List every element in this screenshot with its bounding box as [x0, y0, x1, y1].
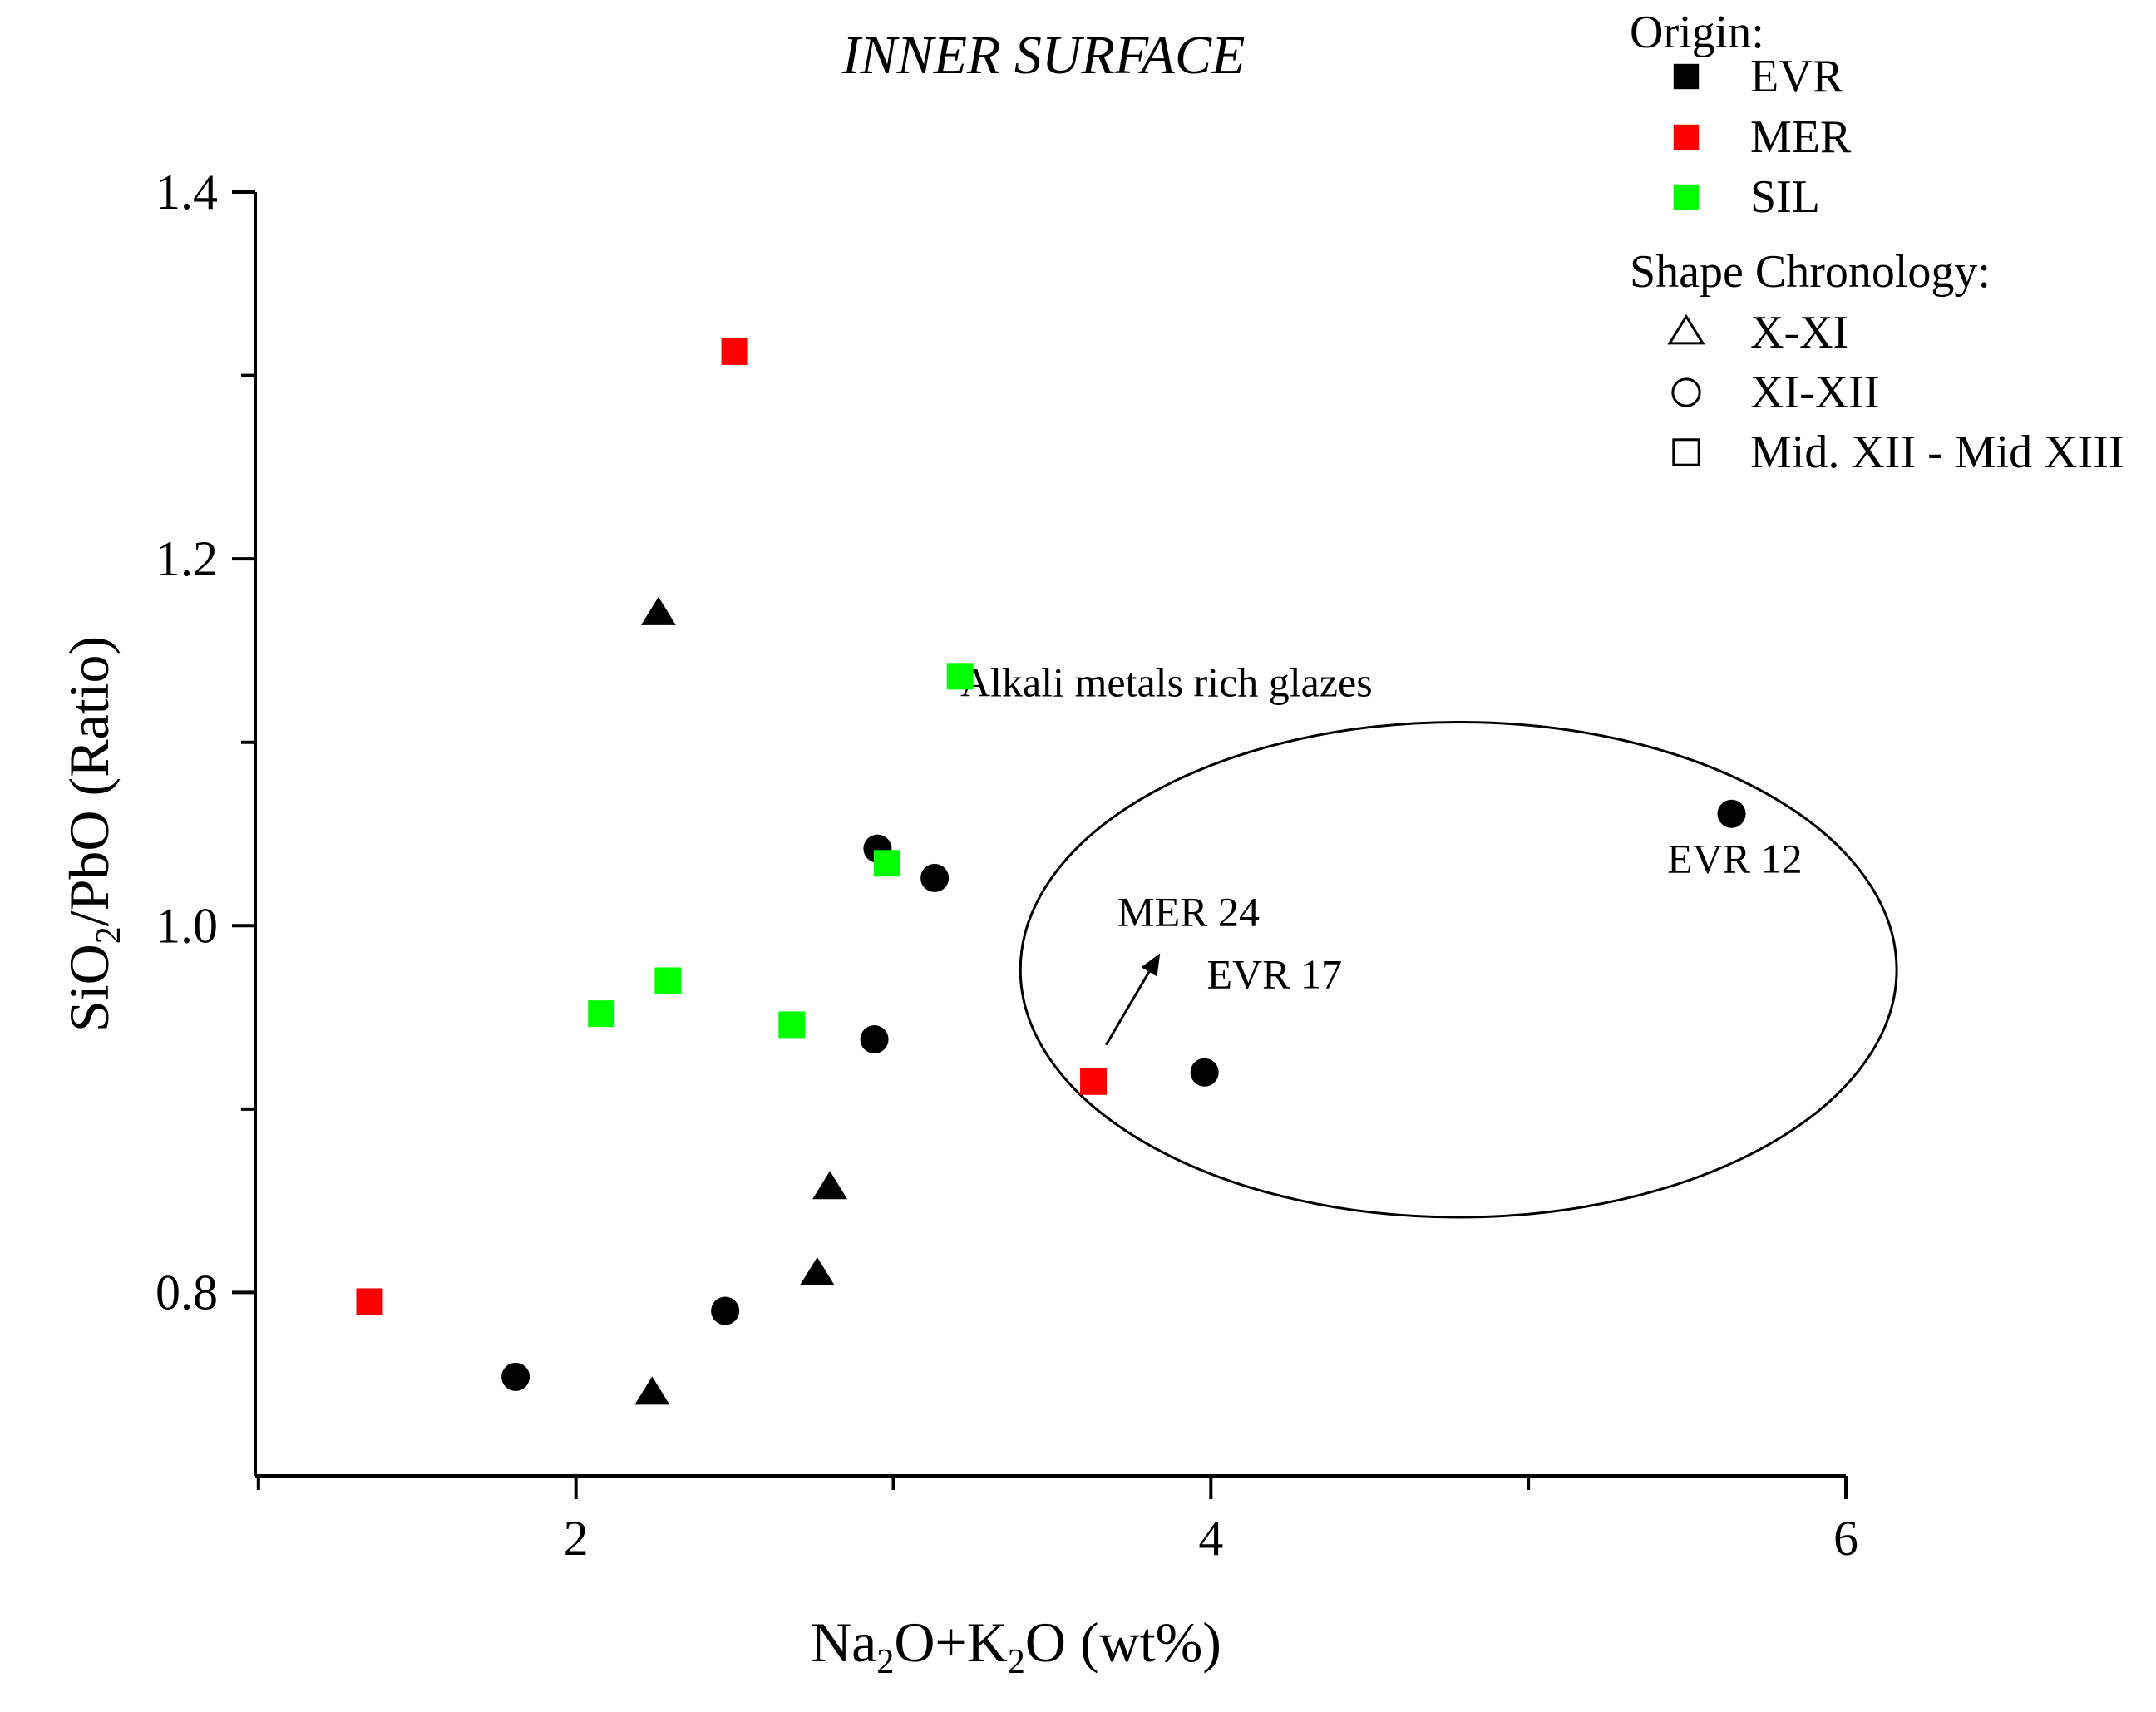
- legend-label-circle: XI-XII: [1750, 367, 1879, 418]
- point-mer-square: [1080, 1068, 1108, 1095]
- axis-label-part: O+K: [894, 1611, 1008, 1674]
- annotation-group: Alkali metals rich glazes: [960, 659, 1373, 706]
- axis-label-part: SiO: [57, 944, 121, 1032]
- annotation-evr12: EVR 12: [1667, 835, 1803, 881]
- legend-marker-evr: [1673, 63, 1700, 90]
- axis-label-part: O (wt%): [1025, 1611, 1221, 1674]
- axes: [254, 192, 1846, 1478]
- axis-label-part: Na: [811, 1611, 876, 1674]
- y-tick-label: 1.0: [155, 898, 218, 953]
- point-sil-square: [778, 1011, 806, 1039]
- y-tick-label: 1.2: [155, 531, 218, 586]
- annotation-evr17: EVR 17: [1206, 950, 1342, 997]
- x-tick-label: 4: [1198, 1511, 1223, 1566]
- y-tick-label: 0.8: [155, 1265, 218, 1320]
- arrow-shaft: [1105, 971, 1151, 1046]
- point-evr-triangle: [799, 1256, 835, 1285]
- x-tick-label: 6: [1833, 1511, 1858, 1566]
- data-points: [356, 338, 1746, 1405]
- point-evr-triangle: [634, 1376, 670, 1405]
- legend-label-sil: SIL: [1750, 171, 1820, 223]
- legend-shape-triangle: [1667, 313, 1705, 345]
- point-mer-square: [356, 1288, 383, 1315]
- legend-origin-title: Origin:: [1630, 7, 1764, 58]
- point-sil-square: [654, 967, 682, 994]
- point-evr-circle: [860, 1025, 889, 1054]
- legend-shape-circle: [1671, 377, 1701, 407]
- axis-label-subscript: 2: [90, 926, 128, 944]
- legend-shape-square: [1672, 438, 1700, 466]
- legend-label-evr: EVR: [1750, 51, 1844, 102]
- y-axis-label: SiO2/PbO (Ratio): [57, 636, 128, 1032]
- ticks: [232, 190, 1848, 1499]
- arrow-head: [1141, 953, 1161, 977]
- legend-label-triangle: X-XI: [1750, 307, 1848, 358]
- point-evr-circle: [711, 1296, 740, 1325]
- point-evr-circle: [501, 1362, 530, 1391]
- legend: Origin:EVR MER SIL Shape Chronology: X-XI XI-…: [1630, 7, 2124, 478]
- axis-label-subscript: 2: [876, 1643, 894, 1681]
- tick-labels: 2 4 6 0.8 1.0 1.2 1.4: [155, 165, 1858, 1566]
- point-sil-square: [873, 850, 900, 877]
- axis-label-part: /PbO (Ratio): [57, 636, 121, 926]
- alkali-group-ellipse: [1019, 720, 1898, 1219]
- x-tick-label: 2: [564, 1511, 589, 1566]
- chart-title: INNER SURFACE: [841, 25, 1246, 86]
- point-sil-square: [588, 1000, 615, 1028]
- annotation-mer24: MER 24: [1117, 888, 1260, 935]
- x-axis-label: Na2O+K2O (wt%): [811, 1611, 1221, 1681]
- point-evr-triangle: [640, 596, 676, 625]
- point-evr-circle: [1717, 799, 1746, 828]
- point-sil-square: [946, 663, 974, 690]
- axis-label-subscript: 2: [1008, 1643, 1025, 1681]
- point-mer-square: [721, 338, 748, 365]
- point-evr-triangle: [812, 1171, 848, 1200]
- legend-label-square: Mid. XII - Mid XIII: [1750, 427, 2124, 478]
- point-evr-circle: [1190, 1058, 1219, 1087]
- point-evr-circle: [920, 863, 950, 892]
- legend-marker-sil: [1673, 184, 1700, 210]
- legend-label-mer: MER: [1750, 111, 1852, 163]
- y-tick-label: 1.4: [155, 165, 218, 220]
- legend-marker-mer: [1673, 124, 1700, 150]
- legend-shape-title: Shape Chronology:: [1630, 246, 1991, 298]
- annotation-layer: Alkali metals rich glazes EVR 12 EVR 17 MER…: [960, 659, 1898, 1219]
